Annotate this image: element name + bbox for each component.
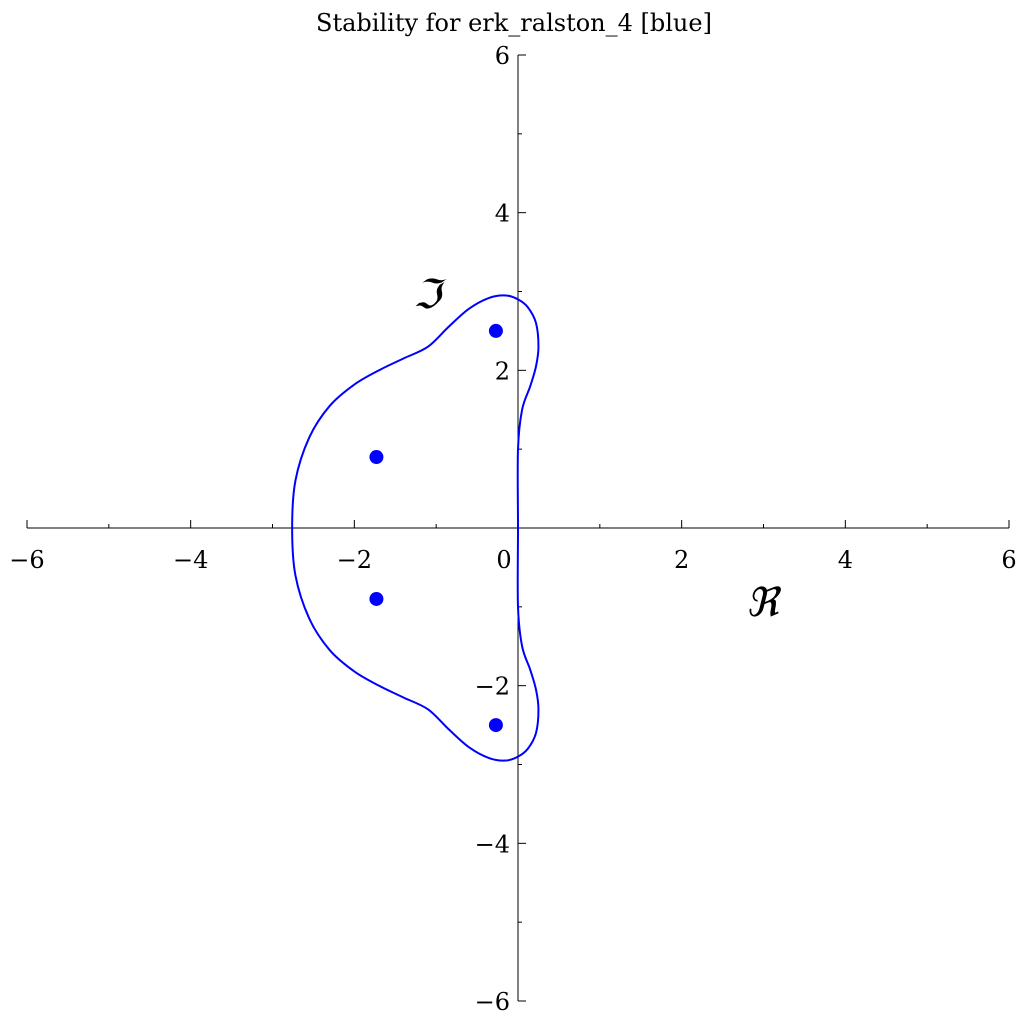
y-tick-label: −6 bbox=[475, 988, 510, 1016]
axis-ticks bbox=[26, 54, 1010, 1002]
chart-title: Stability for erk_ralston_4 [blue] bbox=[316, 9, 712, 37]
tick-labels: −6 −4 −2 0 2 4 6 −6 −4 −2 2 4 6 bbox=[9, 42, 1016, 1016]
eigenvalue-point bbox=[488, 323, 503, 338]
x-tick-label: 6 bbox=[1001, 546, 1016, 574]
x-tick-label: 4 bbox=[838, 546, 853, 574]
x-tick-label: −4 bbox=[173, 546, 208, 574]
y-tick-label: 2 bbox=[495, 357, 510, 385]
eigenvalue-points bbox=[369, 323, 503, 733]
x-axis-label: ℜ bbox=[746, 580, 782, 626]
y-tick-label: −2 bbox=[475, 673, 510, 701]
y-tick-label: 4 bbox=[495, 200, 510, 228]
y-tick-label: −4 bbox=[475, 830, 510, 858]
eigenvalue-point bbox=[369, 591, 384, 606]
y-axis-label: ℑ bbox=[413, 272, 447, 318]
x-tick-label: −6 bbox=[9, 546, 44, 574]
x-tick-label: −2 bbox=[337, 546, 372, 574]
x-tick-label: 0 bbox=[496, 546, 511, 574]
y-tick-label: 6 bbox=[495, 42, 510, 70]
stability-region-boundary bbox=[291, 294, 540, 762]
eigenvalue-point bbox=[488, 718, 503, 733]
x-tick-label: 2 bbox=[674, 546, 689, 574]
eigenvalue-point bbox=[369, 450, 384, 465]
